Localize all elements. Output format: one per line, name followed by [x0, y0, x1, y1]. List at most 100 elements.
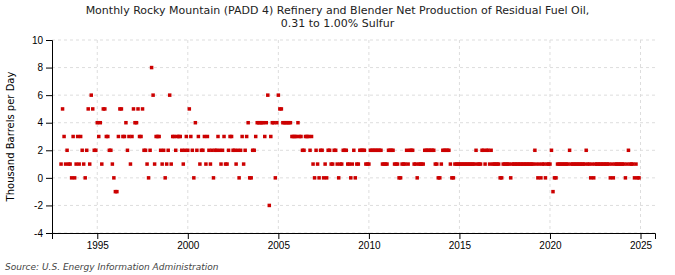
- point: [323, 162, 327, 166]
- x-tick-label: 2010: [358, 240, 381, 251]
- point: [314, 149, 318, 153]
- point: [191, 149, 195, 153]
- point: [483, 162, 487, 166]
- x-tick: 2010: [358, 233, 381, 251]
- point: [230, 135, 234, 139]
- x-tick-mark: [97, 233, 98, 239]
- y-tick-mark: [46, 40, 52, 41]
- point: [139, 135, 143, 139]
- point: [207, 149, 211, 153]
- point: [144, 149, 148, 153]
- point: [109, 149, 113, 153]
- point: [215, 149, 219, 153]
- point: [367, 162, 371, 166]
- point: [302, 149, 306, 153]
- point: [97, 135, 101, 139]
- point: [379, 149, 383, 153]
- point: [162, 149, 166, 153]
- point: [345, 149, 349, 153]
- y-tick-label: -2: [34, 200, 43, 211]
- point: [165, 162, 169, 166]
- point: [212, 176, 216, 180]
- point: [151, 93, 155, 97]
- point: [169, 162, 173, 166]
- point: [74, 162, 78, 166]
- x-tick: 2000: [177, 233, 200, 251]
- point: [274, 176, 278, 180]
- point: [94, 149, 98, 153]
- chart: 1995200020052010201520202025-4-20246810M…: [0, 0, 675, 275]
- point: [548, 162, 552, 166]
- point: [535, 162, 539, 166]
- point: [396, 162, 400, 166]
- point: [99, 121, 103, 125]
- point: [337, 176, 341, 180]
- point: [219, 162, 223, 166]
- point: [103, 107, 107, 111]
- x-tick: 1995: [87, 233, 110, 251]
- point: [299, 135, 303, 139]
- point: [201, 149, 205, 153]
- y-tick-label: 8: [37, 62, 43, 73]
- point: [631, 162, 635, 166]
- point: [203, 135, 207, 139]
- y-axis-title: Thousand Barrels per Day: [5, 72, 16, 203]
- grid-line: [52, 40, 655, 41]
- point: [399, 176, 403, 180]
- grid-line: [278, 40, 279, 233]
- point: [348, 162, 352, 166]
- point: [198, 162, 202, 166]
- point: [206, 135, 210, 139]
- y-tick-mark: [46, 95, 52, 96]
- point: [440, 162, 444, 166]
- point: [89, 93, 93, 97]
- point: [550, 149, 554, 153]
- point: [194, 121, 198, 125]
- point: [479, 162, 483, 166]
- title: Monthly Rocky Mountain (PADD 4) Refinery…: [86, 4, 590, 30]
- point: [135, 121, 139, 125]
- y-tick: -4: [34, 228, 52, 239]
- point: [583, 162, 587, 166]
- point: [609, 176, 613, 180]
- point: [566, 162, 570, 166]
- point: [242, 162, 246, 166]
- point: [68, 162, 72, 166]
- y-tick-label: 0: [37, 173, 43, 184]
- point: [532, 162, 536, 166]
- point: [489, 149, 493, 153]
- point: [316, 162, 320, 166]
- point: [197, 135, 201, 139]
- point: [449, 162, 453, 166]
- point: [497, 162, 501, 166]
- point: [311, 162, 315, 166]
- point: [405, 149, 409, 153]
- point: [268, 204, 272, 208]
- y-tick: 0: [37, 173, 52, 184]
- point: [590, 162, 594, 166]
- point: [538, 162, 542, 166]
- x-tick-mark: [278, 233, 279, 239]
- point: [249, 176, 253, 180]
- point: [322, 176, 326, 180]
- point: [239, 149, 243, 153]
- point: [357, 162, 361, 166]
- point: [246, 121, 250, 125]
- point: [73, 176, 77, 180]
- point: [77, 162, 81, 166]
- point: [195, 149, 199, 153]
- point: [117, 135, 121, 139]
- point: [482, 149, 486, 153]
- point: [65, 149, 69, 153]
- point: [70, 176, 74, 180]
- point: [432, 149, 436, 153]
- point: [391, 149, 395, 153]
- point: [222, 135, 226, 139]
- point: [289, 121, 293, 125]
- point: [544, 176, 548, 180]
- point: [334, 149, 338, 153]
- point: [180, 149, 184, 153]
- y-tick: 4: [37, 117, 52, 128]
- point: [509, 176, 512, 180]
- point: [415, 176, 419, 180]
